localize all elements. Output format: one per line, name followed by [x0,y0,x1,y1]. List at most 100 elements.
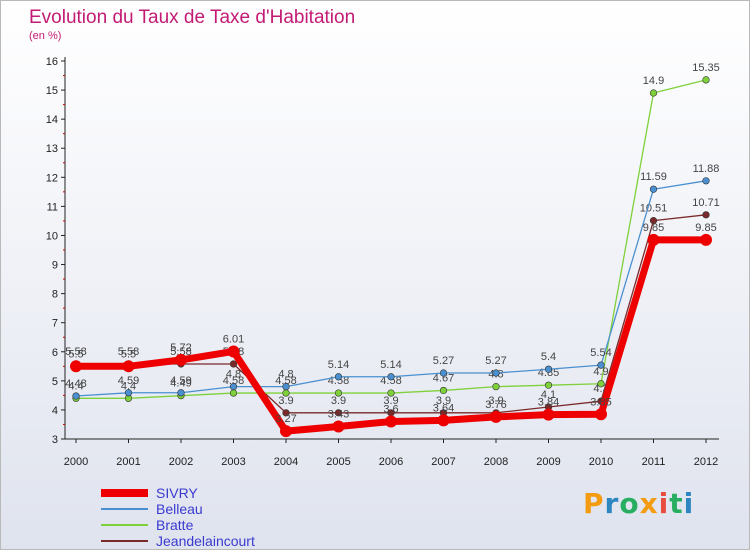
data-label: 5.58 [170,346,191,358]
data-label: 4.49 [170,378,191,390]
data-label: 3.6 [383,404,398,416]
y-tick-label: 16 [46,56,58,68]
data-label: 3.9 [488,395,503,407]
data-point [334,389,343,397]
data-label: 4.67 [433,372,454,384]
data-point [385,415,397,428]
legend-swatch [101,540,148,542]
data-point [229,360,238,368]
chart-title: Evolution du Taux de Taxe d'Habitation [29,7,356,28]
data-label: 4.8 [226,369,241,381]
logo-letter: o [619,487,640,520]
data-point [229,383,238,391]
data-label: 9.85 [695,222,716,234]
data-label: 3.9 [331,395,346,407]
x-tick-label: 2009 [536,456,560,468]
data-point [649,217,658,225]
data-label: 4.9 [593,366,608,378]
data-point [437,414,450,427]
x-tick-label: 2008 [484,456,508,468]
data-label: 15.35 [692,62,720,74]
data-point [229,389,238,397]
logo-letter: i [683,487,695,520]
data-point [387,373,395,381]
data-point [649,89,658,97]
logo-letter: i [658,487,670,520]
x-tick-label: 2007 [431,456,455,468]
data-label: 5.58 [118,346,139,358]
data-point [595,408,607,421]
y-tick-label: 8 [52,289,58,301]
unit-label: (en %) [29,30,62,42]
legend-item: Bratte [101,517,193,533]
data-point [542,408,555,421]
y-tick-label: 7 [52,318,58,330]
data-point [490,410,502,423]
data-point [702,211,710,219]
data-point [334,409,343,417]
data-point [492,369,500,377]
y-tick-label: 12 [46,172,58,184]
data-point [700,233,712,246]
data-label: 10.51 [640,203,668,215]
x-tick-label: 2003 [221,456,245,468]
data-point [649,185,658,193]
y-tick-label: 4 [52,405,58,417]
data-label: 11.88 [693,163,720,175]
data-label: 10.71 [692,197,720,209]
y-tick-label: 14 [46,114,58,126]
data-point [702,177,710,185]
data-label: 4.8 [278,369,293,381]
data-point [439,369,448,377]
data-label: 4.1 [541,389,556,401]
y-tick-label: 13 [46,143,58,155]
data-label: 4.48 [65,378,86,390]
data-label: 4.4 [68,380,83,392]
data-point [122,360,135,373]
data-point [72,392,80,400]
y-tick-label: 10 [46,230,58,242]
data-label: 4.58 [380,375,401,387]
data-label: 3.27 [275,413,296,425]
data-label: 4.4 [121,380,136,392]
x-tick-label: 2005 [326,456,350,468]
data-point [70,360,82,373]
logo-letter: x [639,487,659,520]
data-point [387,389,395,397]
data-label: 5.72 [170,342,191,354]
logo-letter: r [604,487,620,520]
legend-item: Jeandelaincourt [101,533,255,549]
legend-swatch [101,489,148,497]
data-label: 3.84 [538,397,559,409]
data-label: 5.5 [68,348,83,360]
data-label: 3.43 [328,408,349,420]
data-point [597,380,605,388]
y-tick-label: 5 [52,376,58,388]
data-point [647,233,660,246]
data-point [544,381,553,389]
legend-label: SIVRY [156,485,198,501]
data-point [280,425,292,438]
data-point [124,389,133,397]
x-tick-label: 2000 [64,456,88,468]
y-tick-label: 9 [52,260,58,272]
data-label: 5.4 [541,351,556,363]
data-point [175,353,187,366]
data-point [439,386,448,395]
data-label: 6.01 [223,333,244,345]
data-label: 3.9 [436,395,451,407]
y-tick-label: 11 [47,201,58,213]
data-point [492,383,500,391]
data-point [334,373,343,381]
legend-item: SIVRY [101,485,198,501]
legend-item: Belleau [101,501,203,517]
data-point [597,361,605,369]
data-point [282,389,290,397]
x-tick-label: 2010 [589,456,613,468]
data-label: 5.27 [433,355,454,367]
data-label: 11.59 [640,171,667,183]
proxiti-logo: Proxiti [583,487,694,520]
x-tick-label: 2012 [694,456,718,468]
